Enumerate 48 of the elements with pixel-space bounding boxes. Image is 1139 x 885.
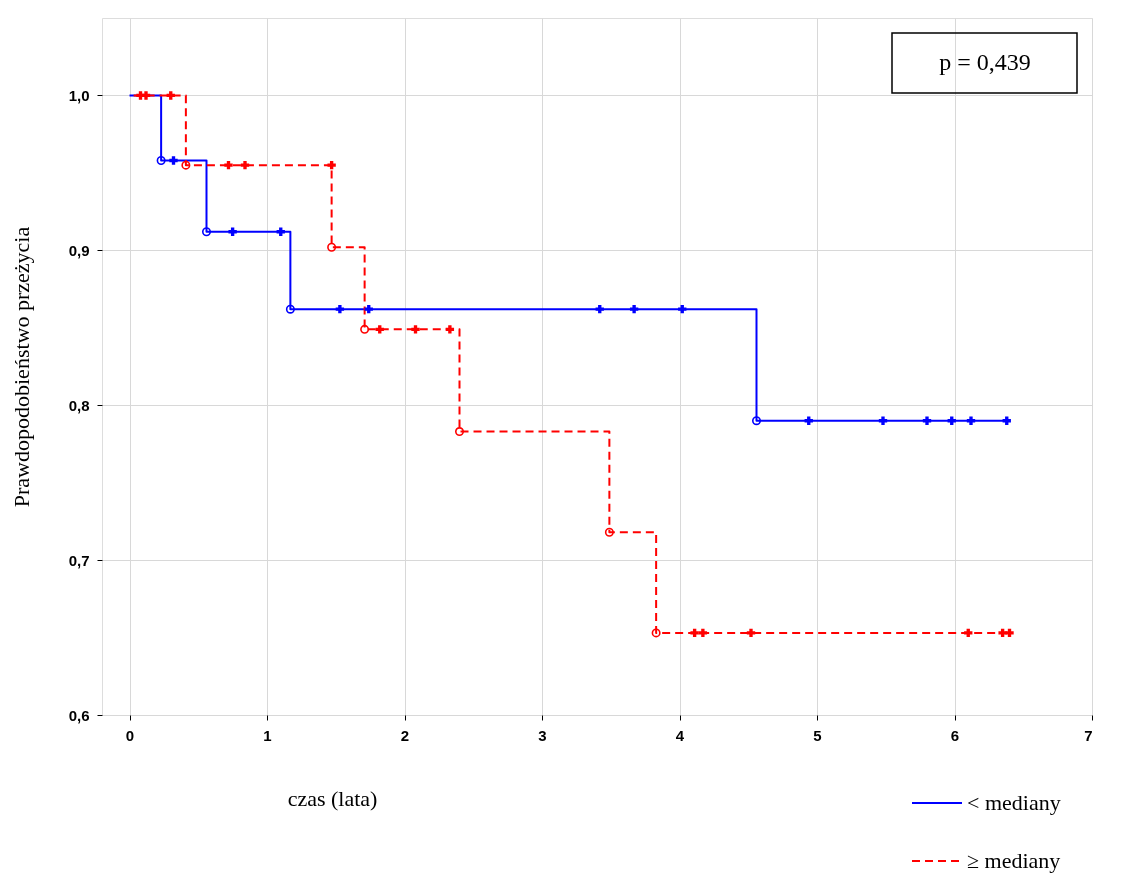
x-tick-label: 2 (400, 726, 410, 744)
x-tick-label: 1 (263, 726, 272, 744)
point (445, 325, 455, 334)
point (169, 156, 178, 165)
point (966, 416, 976, 425)
point (375, 325, 384, 334)
point (878, 416, 888, 425)
point (327, 160, 336, 170)
y-axis-title: Prawdopodobieństwo przeżycia (8, 226, 34, 508)
point (224, 160, 233, 170)
point (285, 304, 295, 314)
point (629, 305, 639, 314)
point (698, 628, 708, 638)
y-tick-label: 0,7 (68, 551, 90, 569)
x-tick-label: 6 (950, 726, 960, 744)
point (166, 91, 175, 100)
legend-label: < mediany (967, 790, 1061, 815)
point (922, 416, 932, 425)
x-axis-title: czas (lata) (287, 785, 378, 811)
x-tick-label: 7 (1084, 726, 1093, 744)
point (240, 160, 250, 170)
point (964, 628, 973, 638)
point (228, 227, 237, 236)
legend-label: ≥ mediany (967, 848, 1061, 873)
point (335, 305, 345, 314)
point (141, 91, 151, 100)
point (411, 325, 420, 334)
y-tick-label: 0,8 (68, 396, 90, 414)
point (751, 416, 762, 426)
point (156, 156, 166, 165)
point (690, 628, 699, 638)
point (201, 227, 212, 237)
x-tick-label: 3 (538, 726, 547, 744)
point (651, 628, 661, 638)
y-tick-label: 0,6 (68, 706, 90, 724)
x-tick-label: 4 (675, 726, 685, 744)
point (1005, 628, 1014, 638)
point (181, 160, 191, 170)
y-tick-label: 0,9 (68, 241, 90, 259)
point (327, 242, 337, 252)
annotation: p = 0,439 (939, 49, 1031, 75)
point (604, 527, 614, 537)
x-tick-label: 5 (813, 726, 822, 744)
point (360, 324, 370, 334)
point (454, 427, 465, 437)
y-tick-label: 1,0 (68, 86, 90, 104)
x-tick-label: 0 (125, 726, 135, 744)
point (746, 628, 756, 638)
